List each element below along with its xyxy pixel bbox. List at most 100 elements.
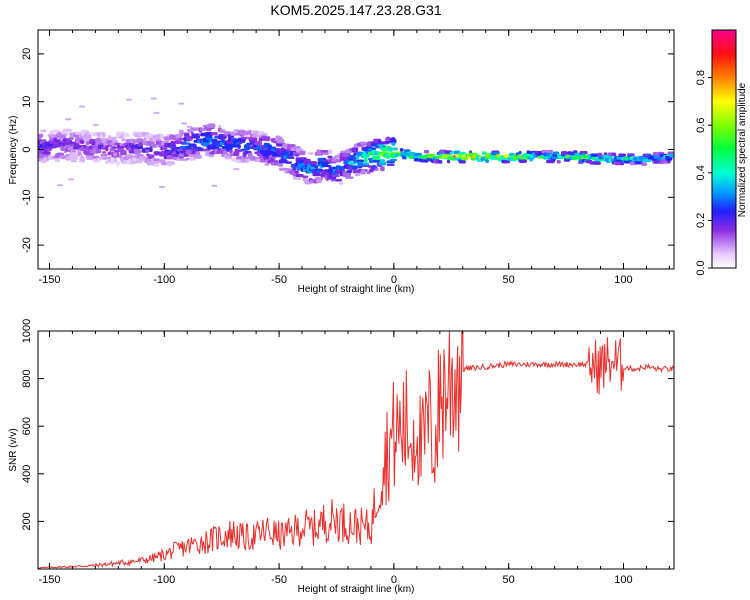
spectrogram-cell xyxy=(92,124,99,127)
colorbar-scale xyxy=(711,29,737,269)
spectrogram-cell xyxy=(71,151,76,157)
spectrogram-cell xyxy=(158,185,165,188)
spectrogram-cell xyxy=(356,159,365,163)
snr-x-tick-label: -50 xyxy=(271,574,287,586)
spectrogram-cell xyxy=(59,134,67,139)
spectrogram-cell xyxy=(108,136,117,140)
spectrogram-cell xyxy=(561,151,568,155)
spectrogram-cells xyxy=(38,97,674,188)
spectrogram-cell xyxy=(233,151,240,156)
spectrogram-cell xyxy=(372,164,377,168)
spectrogram-cell xyxy=(547,149,553,154)
spectrogram-cell xyxy=(204,131,213,137)
spectrogram-cell xyxy=(248,137,258,142)
spectrogram-cell xyxy=(668,153,674,158)
spectrogram-cell xyxy=(270,146,274,150)
spectrogram-cell xyxy=(64,128,73,132)
spectrogram-cell xyxy=(345,176,354,179)
colorbar-tick-label: 0.8 xyxy=(695,70,707,85)
spectrogram-cell xyxy=(314,165,319,169)
spectrogram-cell xyxy=(299,151,306,156)
spectrogram-cell xyxy=(335,159,342,163)
spectrogram-cell xyxy=(634,160,643,165)
spectrogram-cell xyxy=(40,129,47,132)
spectrogram-cell xyxy=(219,129,226,134)
spectrogram-y-tick-label: -10 xyxy=(21,189,33,205)
spectrogram-cell xyxy=(373,155,381,161)
spectrogram-cell xyxy=(339,156,348,161)
spectrogram-y-tick-label: -20 xyxy=(21,237,33,253)
spectrogram-cell xyxy=(346,170,353,173)
spectrogram-cell xyxy=(295,174,304,178)
spectrogram-cell xyxy=(229,148,233,153)
spectrogram-cell xyxy=(641,162,648,167)
spectrogram-cell xyxy=(339,181,344,185)
spectrogram-cell xyxy=(458,159,466,164)
colorbar-tick-label: 0.2 xyxy=(695,213,707,228)
spectrogram-cell xyxy=(259,133,268,136)
spectrogram-cell xyxy=(597,152,603,157)
spectrogram-cell xyxy=(195,151,201,156)
spectrogram-cell xyxy=(200,132,207,137)
spectrogram-cell xyxy=(235,149,244,152)
spectrogram-cell xyxy=(364,157,368,163)
spectrogram-cell xyxy=(485,159,490,163)
snr-y-tick-label: 1000 xyxy=(21,319,33,343)
spectrogram-cell xyxy=(80,158,85,161)
spectrogram-cell xyxy=(186,125,193,128)
spectrogram-cell xyxy=(148,133,154,138)
spectrogram-cell xyxy=(289,155,294,159)
spectrogram-cell xyxy=(190,127,200,130)
spectrogram-cell xyxy=(99,142,104,145)
snr-y-tick-label: 800 xyxy=(21,369,33,387)
spectrogram-x-tick-label: -100 xyxy=(153,274,175,286)
spectrogram-cell xyxy=(453,150,461,155)
snr-x-tick-label: 0 xyxy=(391,574,397,586)
spectrogram-cell xyxy=(593,161,601,165)
spectrogram-cell xyxy=(316,149,322,155)
spectrogram-cell xyxy=(409,152,416,156)
spectrogram-cell xyxy=(247,152,253,157)
snr-panel: -150 -100 -50 0 50 100 200 400 600 800 1000 Height… xyxy=(8,319,675,595)
spectrogram-cell xyxy=(100,137,109,141)
spectrogram-cell xyxy=(109,159,115,165)
spectrogram-cell xyxy=(386,163,395,166)
spectrogram-cell xyxy=(386,160,395,164)
spectrogram-cell xyxy=(357,161,364,167)
spectrogram-cell xyxy=(178,102,185,105)
spectrogram-cell xyxy=(149,147,153,153)
spectrogram-cell xyxy=(310,161,317,166)
spectrogram-cell xyxy=(211,184,218,187)
spectrogram-cell xyxy=(237,144,241,149)
spectrogram-cell xyxy=(438,160,443,164)
spectrogram-cell xyxy=(372,147,377,150)
spectrogram-cell xyxy=(292,151,302,156)
spectrogram-cell xyxy=(231,157,237,162)
spectrogram-cell xyxy=(375,167,379,171)
spectrogram-cell xyxy=(148,155,153,159)
spectrogram-cell xyxy=(44,150,49,155)
spectrogram-cell xyxy=(372,160,381,163)
spectrogram-cell xyxy=(45,146,53,150)
spectrogram-cell xyxy=(153,163,160,167)
spectrogram-cell xyxy=(446,159,451,164)
spectrogram-cell xyxy=(219,137,226,140)
spectrogram-cell xyxy=(579,154,583,158)
spectrogram-cell xyxy=(188,156,196,161)
colorbar-label: Normalized spectral amplitude xyxy=(737,82,748,217)
spectrogram-cell xyxy=(169,134,177,139)
spectrogram-cell xyxy=(423,149,430,154)
spectrogram-cell xyxy=(302,175,309,179)
spectrogram-cell xyxy=(79,139,85,144)
spectrogram-cell xyxy=(254,140,263,146)
spectrogram-x-tick-label: 0 xyxy=(391,274,397,286)
spectrogram-cell xyxy=(86,156,95,161)
spectrogram-cell xyxy=(234,129,239,132)
spectrogram-y-tick-label: 20 xyxy=(21,48,33,60)
spectrogram-cell xyxy=(176,157,181,161)
spectrogram-cell xyxy=(240,136,249,140)
spectrogram-cell xyxy=(331,174,340,178)
spectrogram-cell xyxy=(360,169,366,175)
spectrogram-cell xyxy=(327,155,333,159)
